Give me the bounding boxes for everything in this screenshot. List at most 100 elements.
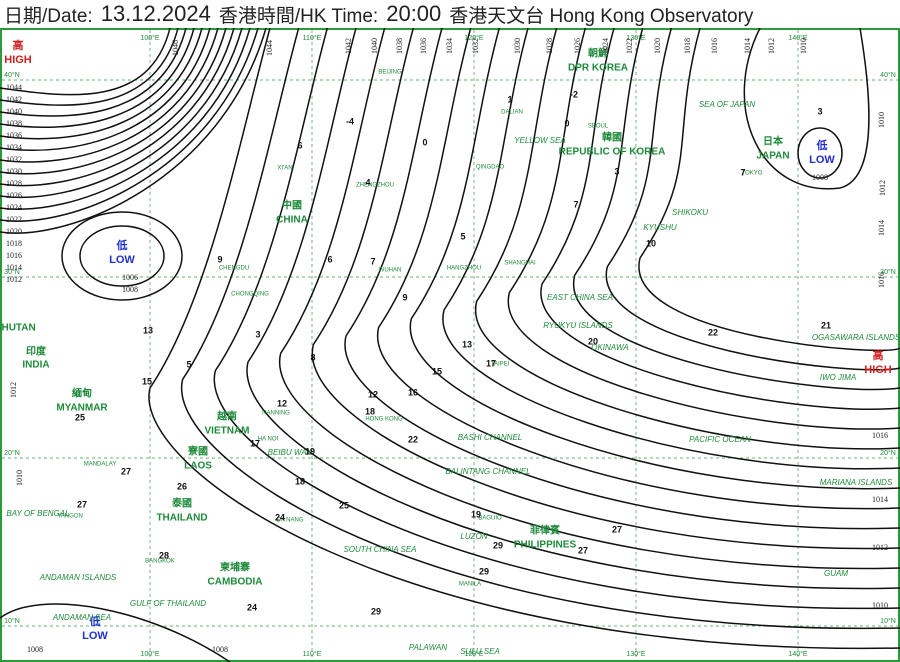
isobar <box>572 28 900 391</box>
isobar <box>79 225 165 287</box>
station-temperature: 3 <box>614 166 619 176</box>
station-temperature: 29 <box>493 540 503 550</box>
lon-label: 120°E <box>464 650 483 658</box>
isobar <box>148 28 900 650</box>
isobar-label: 1018 <box>6 239 22 248</box>
station-temperature: 29 <box>371 606 381 616</box>
city-name: HONG KONG <box>365 417 403 423</box>
city-name: DA NANG <box>276 518 303 524</box>
isobar-label: 1026 <box>573 38 582 54</box>
station-temperature: 13 <box>143 325 153 335</box>
place-name: BASHI CHANNEL <box>458 433 522 442</box>
city-name: NANNING <box>262 411 290 417</box>
place-name: ANDAMAN ISLANDS <box>39 573 117 582</box>
isobar-label: 1032 <box>471 38 480 54</box>
country-name: PHILIPPINES <box>514 540 577 551</box>
isobar-label: 1012 <box>767 38 776 54</box>
isobar <box>0 28 267 234</box>
place-name: RYUKYU ISLANDS <box>543 321 613 330</box>
isobar-label: 1014 <box>6 263 22 272</box>
isobar-label: 1018 <box>683 38 692 54</box>
isobar-label: 1014 <box>872 495 888 504</box>
station-temperature: 16 <box>408 387 418 397</box>
lon-label: 110°E <box>303 34 322 42</box>
lat-label: 20°N <box>880 449 896 457</box>
time: 20:00 <box>386 1 442 26</box>
map-frame <box>0 28 900 662</box>
lat-label: 30°N <box>880 268 896 276</box>
station-temperature: 28 <box>159 550 169 560</box>
city-name: QINGDAO <box>476 165 505 171</box>
isobar-label: 1022 <box>625 38 634 54</box>
country-name: MYANMAR <box>56 403 108 414</box>
isobar-label: 1010 <box>877 112 886 128</box>
isobar <box>213 28 900 610</box>
place-name: PALAWAN <box>409 643 447 652</box>
isobar <box>0 28 259 222</box>
station-temperature: 5 <box>460 231 465 241</box>
isobar-label: 1028 <box>6 179 22 188</box>
country-name-zh: 柬埔寨 <box>219 561 250 574</box>
station-temperature: 7 <box>573 199 578 209</box>
station-temperature: -2 <box>570 89 578 99</box>
isobar <box>61 211 183 301</box>
city-name: ZHENGZHOU <box>356 183 394 189</box>
isobar <box>797 127 843 179</box>
header: 日期/Date: 13.12.2024 香港時間/HK Time: 20:00 … <box>0 0 900 28</box>
isobar-label: 1024 <box>6 203 22 212</box>
country-name: THAILAND <box>156 513 207 524</box>
city-name: MANILA <box>459 582 481 588</box>
country-name-zh: 菲律賓 <box>530 524 560 537</box>
station-temperature: 9 <box>217 254 222 264</box>
pressure-zh: 高 <box>13 38 24 52</box>
lat-label: 40°N <box>4 71 20 79</box>
place-name: MARIANA ISLANDS <box>820 478 893 487</box>
time-label: 香港時間/HK Time: <box>218 5 379 27</box>
city-name: SHANGHAI <box>504 261 536 267</box>
lon-label: 130°E <box>626 650 645 658</box>
country-name: BHUTAN <box>0 323 36 334</box>
isobar <box>0 28 243 199</box>
isobar-label: 1022 <box>6 215 22 224</box>
isobar <box>0 28 171 96</box>
station-temperature: 27 <box>77 499 87 509</box>
country-name: CAMBODIA <box>208 577 263 588</box>
station-temperature: 24 <box>247 602 257 612</box>
station-temperature: 13 <box>462 339 472 349</box>
station-temperature: 18 <box>365 406 375 416</box>
lon-label: 110°E <box>303 650 322 658</box>
lat-label: 30°N <box>4 268 20 276</box>
isobar-label: 1008 <box>27 645 43 654</box>
isobar-label: 1016 <box>6 251 22 260</box>
isobar <box>344 28 900 530</box>
country-name-zh: 日本 <box>763 135 784 148</box>
pressure-zh: 低 <box>116 238 128 252</box>
pressure-en: LOW <box>109 254 135 266</box>
station-temperature: 0 <box>422 137 427 147</box>
station-temperature: 0 <box>564 118 569 128</box>
isobar-label: 1028 <box>545 38 554 54</box>
station-temperature: 25 <box>339 500 349 510</box>
country-name: LAOS <box>184 461 212 472</box>
isobar-label: 1010 <box>872 601 888 610</box>
country-name-zh: 寮國 <box>187 445 208 458</box>
isobar-label: 1044 <box>6 83 22 92</box>
station-temperature: 21 <box>821 320 831 330</box>
lat-label: 10°N <box>4 617 20 625</box>
place-name: BAY OF BENGAL <box>6 509 69 518</box>
isobar <box>638 28 900 352</box>
lon-label: 140°E <box>788 650 807 658</box>
station-temperature: 19 <box>471 509 481 519</box>
city-name: WUHAN <box>379 268 402 274</box>
station-temperature: 9 <box>402 292 407 302</box>
isobar <box>409 28 900 490</box>
isobar-label: 1042 <box>344 38 353 54</box>
isobar-label: 1020 <box>653 38 662 54</box>
isobar <box>246 28 900 590</box>
station-temperature: 22 <box>708 327 718 337</box>
isobar-label: 1036 <box>419 38 428 54</box>
place-name: ANDAMAN SEA <box>52 613 111 622</box>
lon-label: 130°E <box>626 34 645 42</box>
station-temperature: 17 <box>486 358 496 368</box>
